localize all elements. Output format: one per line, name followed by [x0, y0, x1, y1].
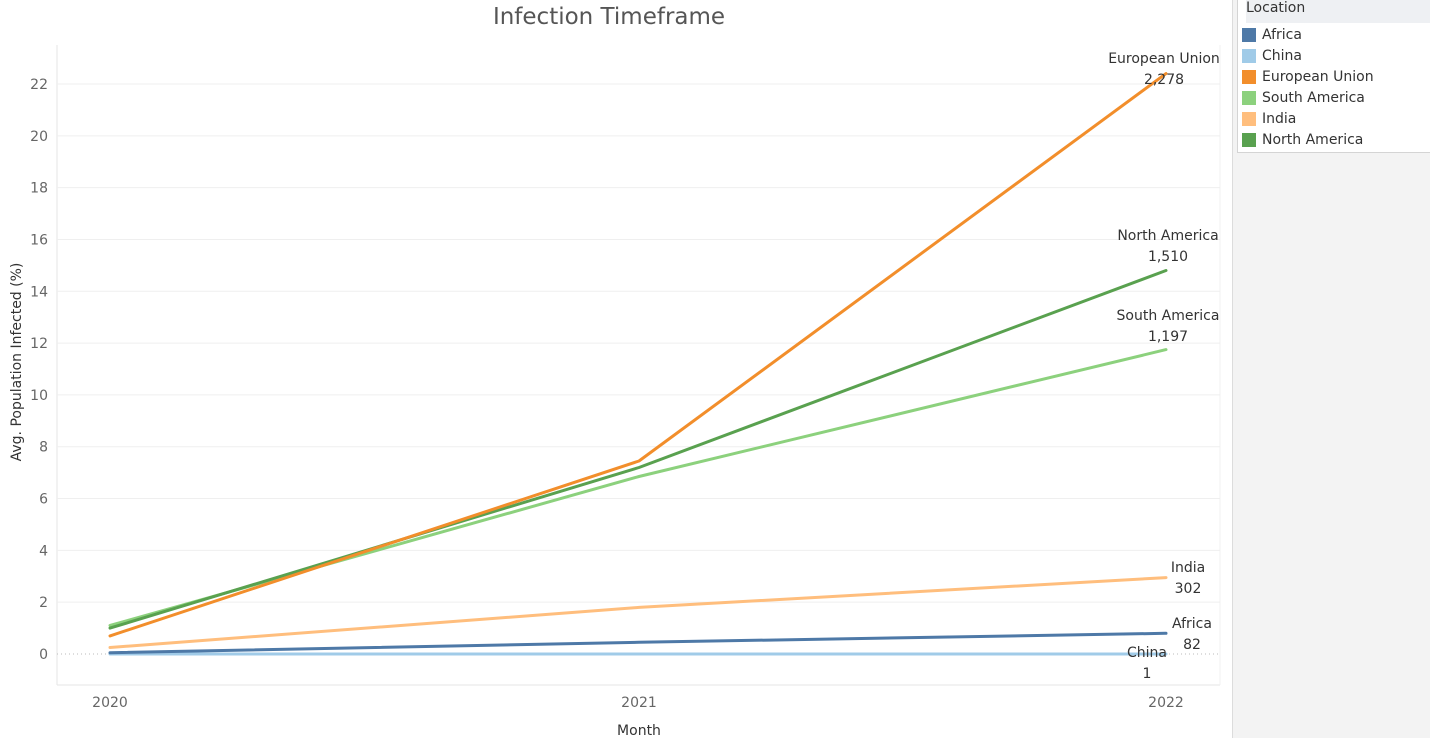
end-label-name-india: India — [1171, 560, 1205, 576]
y-tick-label-2: 2 — [39, 595, 48, 611]
y-tick-label-8: 8 — [39, 440, 48, 456]
legend-swatch-china — [1242, 49, 1256, 63]
x-tick-label-2022: 2022 — [1148, 695, 1184, 711]
legend-swatch-south-america — [1242, 91, 1256, 105]
x-tick-label-2020: 2020 — [92, 695, 128, 711]
y-tick-label-14: 14 — [30, 284, 48, 300]
x-tick-label-2021: 2021 — [621, 695, 657, 711]
y-tick-label-6: 6 — [39, 492, 48, 508]
legend-swatch-india — [1242, 112, 1256, 126]
legend-swatch-north-america — [1242, 133, 1256, 147]
end-label-name-european-union: European Union — [1108, 51, 1220, 67]
legend-item-china[interactable]: China — [1242, 46, 1427, 66]
x-axis-title: Month — [617, 723, 661, 738]
chart-title: Infection Timeframe — [492, 4, 726, 30]
y-tick-label-4: 4 — [39, 543, 48, 559]
legend: Location Africa China European Union Sou… — [1237, 0, 1430, 153]
legend-swatch-africa — [1242, 28, 1256, 42]
y-tick-label-18: 18 — [30, 181, 48, 197]
legend-item-africa[interactable]: Africa — [1242, 25, 1427, 45]
legend-title: Location — [1246, 0, 1430, 23]
y-tick-label-0: 0 — [39, 647, 48, 663]
end-label-value-india: 302 — [1175, 581, 1202, 597]
y-tick-label-10: 10 — [30, 388, 48, 404]
y-tick-label-20: 20 — [30, 129, 48, 145]
end-label-value-china: 1 — [1143, 666, 1152, 682]
end-label-value-south-america: 1,197 — [1148, 329, 1188, 345]
end-label-name-south-america: South America — [1117, 308, 1220, 324]
chart-area: Infection Timeframe 0 2 4 6 8 10 12 14 16 18 20 22 2… — [9, 4, 1221, 738]
y-axis-title: Avg. Population Infected (%) — [9, 263, 25, 462]
legend-item-south-america[interactable]: South America — [1242, 88, 1427, 108]
end-label-value-north-america: 1,510 — [1148, 249, 1188, 265]
y-tick-label-12: 12 — [30, 336, 48, 352]
legend-swatch-european-union — [1242, 70, 1256, 84]
legend-item-european-union[interactable]: European Union — [1242, 67, 1427, 87]
end-label-value-africa: 82 — [1183, 637, 1201, 653]
series-line-north-america — [108, 269, 1168, 630]
y-tick-label-22: 22 — [30, 77, 48, 93]
legend-item-india[interactable]: India — [1242, 109, 1427, 129]
end-label-value-european-union: 2,278 — [1144, 72, 1184, 88]
end-label-name-africa: Africa — [1172, 616, 1212, 632]
end-label-name-north-america: North America — [1117, 228, 1218, 244]
legend-item-north-america[interactable]: North America — [1242, 130, 1427, 150]
y-tick-label-16: 16 — [30, 232, 48, 248]
end-label-name-china: China — [1127, 645, 1167, 661]
series-line-european-union — [108, 72, 1168, 638]
